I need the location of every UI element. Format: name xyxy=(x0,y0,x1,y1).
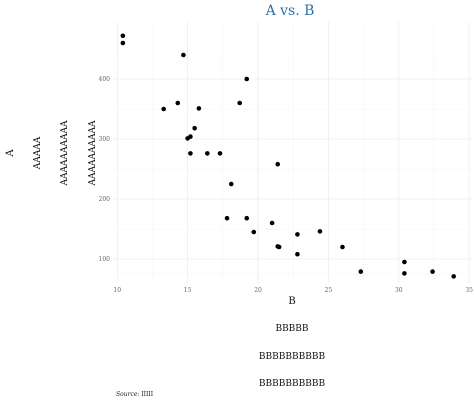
data-point xyxy=(192,125,197,131)
data-point xyxy=(358,269,364,274)
data-points xyxy=(120,33,456,279)
data-point xyxy=(217,151,223,156)
data-point xyxy=(237,100,243,106)
data-point xyxy=(402,271,407,276)
x-tick-label: 35 xyxy=(465,287,473,294)
x-axis-extra-label-2: BBBBBBBBBB xyxy=(259,352,326,362)
chart-caption: Source: IIIII xyxy=(116,391,153,398)
data-point xyxy=(181,52,186,58)
grid xyxy=(113,22,472,283)
data-point xyxy=(451,274,456,279)
data-point xyxy=(430,269,435,274)
caption-value: IIIII xyxy=(141,391,154,398)
data-point xyxy=(295,251,300,257)
y-tick-label: 300 xyxy=(99,136,111,143)
data-point xyxy=(120,33,126,39)
x-axis-extra-label-3: BBBBBBBBBB xyxy=(259,379,326,389)
data-point xyxy=(120,40,126,46)
data-point xyxy=(185,136,190,141)
y-axis-extra-label-3: AAAAAAAAAA xyxy=(88,120,98,186)
x-tick-label: 15 xyxy=(184,287,192,294)
x-tick-label: 30 xyxy=(395,287,403,294)
y-axis-extra-label-2: AAAAAAAAAA xyxy=(60,120,70,186)
y-tick-label: 400 xyxy=(99,76,111,83)
x-axis-label: B xyxy=(288,296,295,307)
chart-title: A vs. B xyxy=(265,3,315,19)
data-point xyxy=(269,220,275,226)
data-point xyxy=(276,244,282,250)
x-tick-label: 20 xyxy=(254,287,262,294)
data-point xyxy=(340,244,345,250)
data-point xyxy=(317,229,323,234)
x-axis-extra-label-1: BBBBB xyxy=(275,324,308,334)
data-point xyxy=(244,76,250,82)
x-tick-label: 10 xyxy=(113,287,121,294)
data-point xyxy=(244,215,250,221)
data-point xyxy=(175,100,181,106)
data-point xyxy=(188,151,193,156)
data-point xyxy=(196,106,202,111)
data-point xyxy=(251,229,257,235)
y-axis-extra-label-1: AAAAA xyxy=(33,136,43,170)
data-point xyxy=(224,215,230,221)
y-tick-label: 100 xyxy=(99,256,111,263)
data-point xyxy=(205,151,210,156)
y-axis-label: A xyxy=(5,149,16,158)
y-tick-label: 200 xyxy=(99,196,111,203)
data-point xyxy=(295,232,300,237)
data-point xyxy=(161,106,166,112)
data-point xyxy=(228,181,234,187)
x-tick-label: 25 xyxy=(325,287,333,294)
axis-ticks: 10 15 20 25 30 35 100 200 300 400 xyxy=(99,76,474,294)
caption-label: Source: xyxy=(116,391,140,398)
data-point xyxy=(402,259,407,265)
data-point xyxy=(275,161,281,167)
